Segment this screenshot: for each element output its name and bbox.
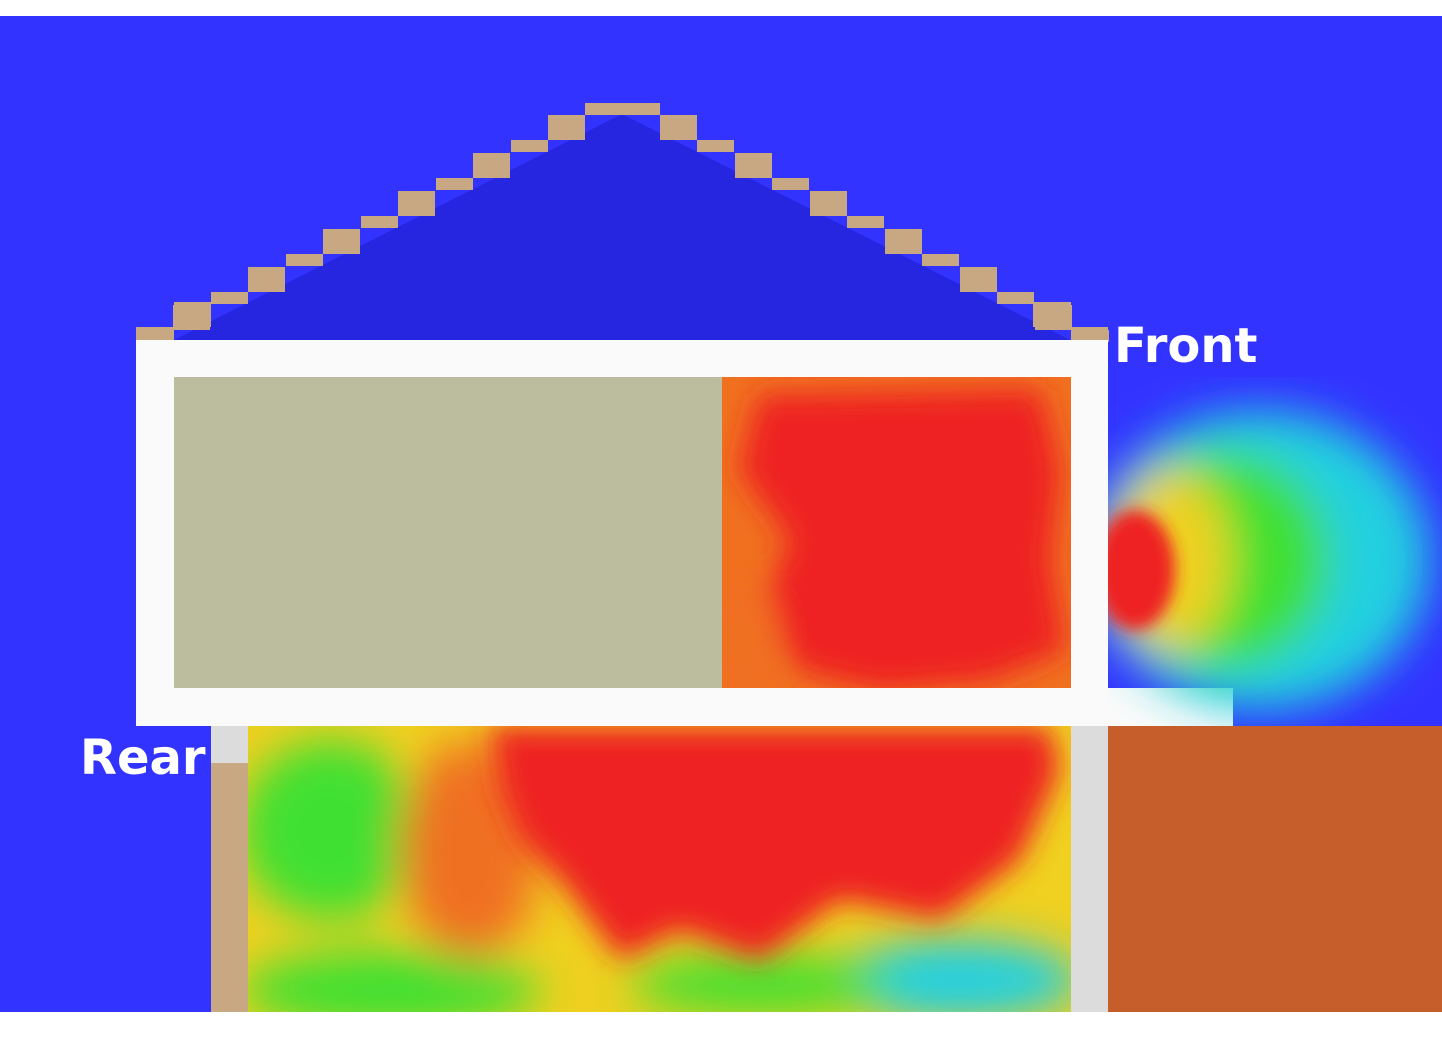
roof-tile: [136, 327, 174, 340]
roof-tile: [286, 254, 323, 266]
upper-right-wall: [1071, 377, 1108, 688]
roof-tile: [960, 267, 997, 292]
rear-post: [211, 763, 248, 1012]
exterior-smoke-plume: [1108, 410, 1430, 710]
roof-tile: [436, 178, 473, 190]
roof-tile: [585, 103, 660, 115]
roof-tile: [473, 153, 510, 178]
lower-room-fire: [248, 726, 1071, 1012]
upper-room-fire: [722, 377, 1071, 688]
front-label: Front: [1114, 318, 1258, 374]
lower-right-wall: [1071, 726, 1108, 1012]
roof-tile: [772, 178, 809, 190]
roof-tile: [847, 216, 884, 228]
roof-tile: [1071, 327, 1108, 340]
rear-label: Rear: [80, 730, 206, 786]
roof-tile: [810, 191, 847, 216]
upper-ceiling: [136, 340, 1108, 377]
roof-tile: [660, 115, 697, 140]
roof-tile: [735, 153, 772, 178]
roof-tile: [511, 140, 548, 152]
roof-tiles: [136, 103, 1109, 342]
roof-tile: [361, 216, 398, 228]
roof-tile: [174, 302, 211, 327]
roof-tile: [997, 292, 1034, 304]
roof-tile: [248, 267, 285, 292]
roof-tile: [1033, 302, 1071, 327]
upper-room-unburned: [174, 377, 722, 688]
exterior-ground-block: [1108, 726, 1442, 1012]
roof-tile: [885, 229, 922, 254]
roof-tile: [548, 115, 585, 140]
roof-tile: [697, 140, 734, 152]
roof-tile: [398, 191, 435, 216]
upper-left-wall: [136, 377, 174, 688]
rear-post-cap: [211, 726, 248, 763]
roof-tile: [922, 254, 959, 266]
upper-floor-slab: [136, 688, 1233, 726]
attic-space: [174, 114, 1070, 340]
roof-tile: [323, 229, 360, 254]
roof-tile: [211, 292, 248, 304]
